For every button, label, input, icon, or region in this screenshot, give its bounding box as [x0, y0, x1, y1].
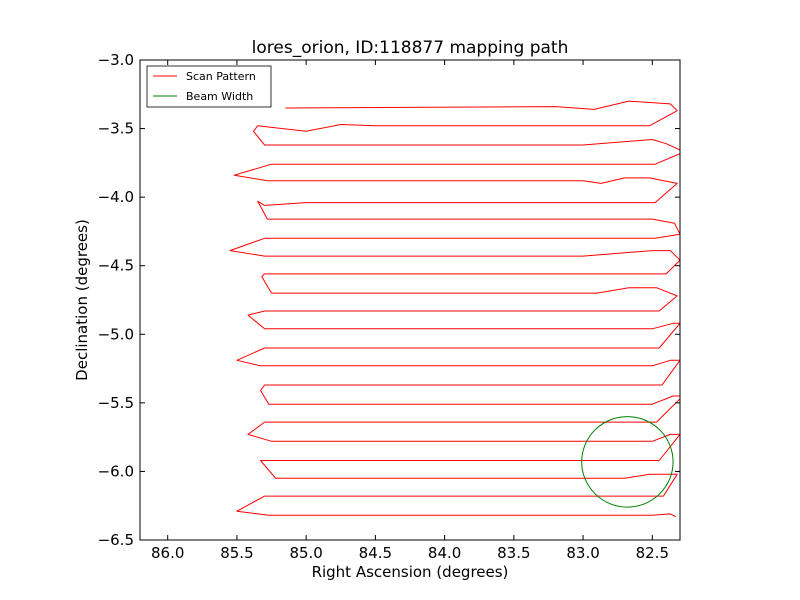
y-tick-label: −5.0 — [98, 325, 134, 343]
y-tick-label: −3.5 — [98, 120, 134, 138]
x-tick-label: 82.5 — [636, 544, 669, 562]
legend-box — [146, 65, 272, 108]
y-tick-label: −4.0 — [98, 188, 134, 206]
x-tick-label: 84.0 — [428, 544, 461, 562]
y-tick-label: −3.0 — [98, 51, 134, 69]
tick-layer: 86.0 85.5 85.0 84.5 84.0 83.5 83.0 82.5 −3.0 −3.5… — [98, 51, 680, 562]
y-tick-label: −6.5 — [98, 531, 134, 549]
y-tick-label: −6.0 — [98, 462, 134, 480]
x-tick-label: 85.0 — [289, 544, 322, 562]
scan-pattern-line — [229, 100, 680, 518]
x-tick-label: 83.5 — [497, 544, 530, 562]
x-tick-label: 84.5 — [359, 544, 392, 562]
plot-area — [229, 100, 680, 518]
x-tick-label: 86.0 — [151, 544, 184, 562]
x-tick-label: 85.5 — [220, 544, 253, 562]
legend-label-scan-pattern: Scan Pattern — [186, 70, 256, 83]
chart-title: lores_orion, ID:118877 mapping path — [252, 38, 569, 58]
beam-width-circle — [581, 416, 674, 508]
y-tick-label: −5.5 — [98, 394, 134, 412]
plot-background — [140, 60, 680, 540]
x-axis-label: Right Ascension (degrees) — [312, 563, 509, 581]
legend: Scan Pattern Beam Width — [146, 65, 272, 108]
legend-label-beam-width: Beam Width — [186, 90, 253, 103]
y-tick-label: −4.5 — [98, 257, 134, 275]
x-tick-label: 83.0 — [566, 544, 599, 562]
y-axis-label: Declination (degrees) — [73, 219, 91, 381]
data-layer — [229, 100, 680, 518]
plot-frame — [139, 59, 681, 541]
